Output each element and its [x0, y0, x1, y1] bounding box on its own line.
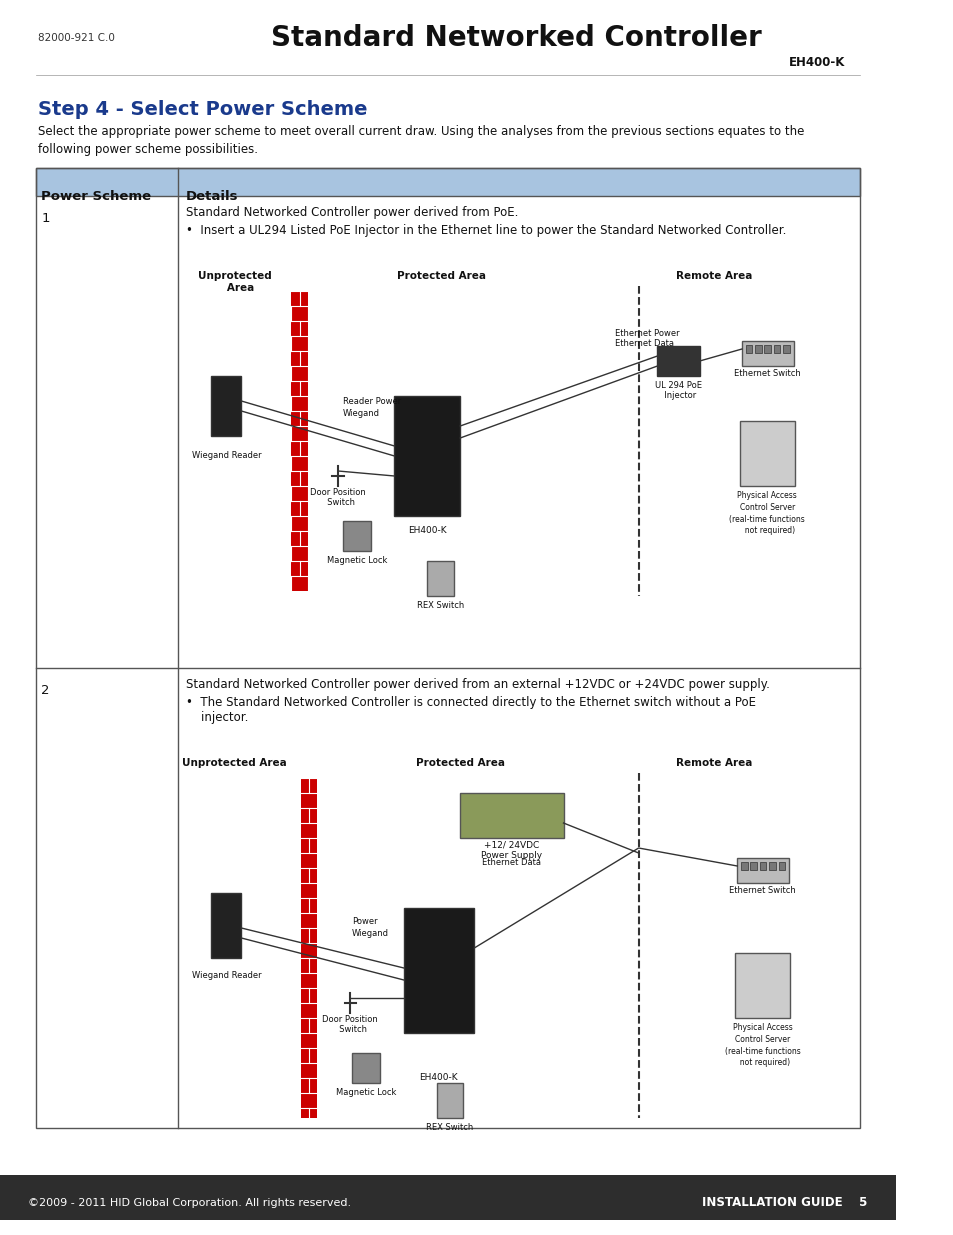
- Text: REX Switch: REX Switch: [426, 1123, 473, 1132]
- Text: Power Scheme: Power Scheme: [41, 190, 152, 203]
- Bar: [741, 341, 793, 366]
- Text: 2: 2: [41, 684, 50, 697]
- Bar: [427, 561, 453, 597]
- Bar: [773, 345, 780, 353]
- Text: Wiegand: Wiegand: [342, 410, 379, 419]
- Text: INSTALLATION GUIDE    5: INSTALLATION GUIDE 5: [701, 1197, 867, 1209]
- Bar: [35, 168, 860, 196]
- Text: Select the appropriate power scheme to meet overall current draw. Using the anal: Select the appropriate power scheme to m…: [37, 125, 803, 156]
- Bar: [768, 862, 775, 869]
- Bar: [352, 1053, 380, 1083]
- Bar: [394, 396, 459, 516]
- Bar: [740, 862, 747, 869]
- Text: •  The Standard Networked Controller is connected directly to the Ethernet switc: • The Standard Networked Controller is c…: [186, 697, 755, 724]
- Text: Physical Access
Control Server
(real-time functions
  not required): Physical Access Control Server (real-tim…: [724, 1023, 800, 1067]
- Text: Ethernet Switch: Ethernet Switch: [733, 369, 800, 378]
- Text: Protected Area: Protected Area: [416, 758, 504, 768]
- Text: Ethernet Data: Ethernet Data: [615, 340, 674, 348]
- Bar: [745, 345, 752, 353]
- Text: Unprotected
   Area: Unprotected Area: [197, 270, 272, 293]
- Text: Step 4 - Select Power Scheme: Step 4 - Select Power Scheme: [37, 100, 367, 119]
- Text: Door Position
  Switch: Door Position Switch: [310, 488, 366, 508]
- Bar: [755, 345, 760, 353]
- Bar: [737, 858, 788, 883]
- Text: Remote Area: Remote Area: [675, 270, 751, 282]
- Text: Standard Networked Controller power derived from PoE.: Standard Networked Controller power deri…: [186, 206, 517, 219]
- Text: Unprotected Area: Unprotected Area: [182, 758, 287, 768]
- Text: Wiegand Reader: Wiegand Reader: [192, 971, 261, 981]
- Text: Protected Area: Protected Area: [396, 270, 485, 282]
- Text: EH400-K: EH400-K: [419, 1073, 457, 1082]
- Text: Standard Networked Controller power derived from an external +12VDC or +24VDC po: Standard Networked Controller power deri…: [186, 678, 769, 692]
- Bar: [35, 168, 860, 196]
- Bar: [782, 345, 789, 353]
- Bar: [778, 862, 784, 869]
- Bar: [212, 375, 241, 436]
- Text: Ethernet Data: Ethernet Data: [482, 858, 540, 867]
- Text: Magnetic Lock: Magnetic Lock: [335, 1088, 396, 1097]
- Text: Power: Power: [352, 916, 377, 925]
- Text: Physical Access
Control Server
(real-time functions
  not required): Physical Access Control Server (real-tim…: [729, 492, 804, 536]
- Bar: [740, 421, 794, 487]
- Bar: [657, 346, 699, 375]
- Bar: [342, 521, 371, 551]
- Bar: [0, 1174, 895, 1220]
- Text: Ethernet Switch: Ethernet Switch: [728, 885, 795, 895]
- Bar: [300, 778, 317, 1118]
- Bar: [735, 953, 789, 1018]
- Text: Details: Details: [186, 190, 238, 203]
- Bar: [750, 862, 756, 869]
- Text: Standard Networked Controller: Standard Networked Controller: [271, 23, 761, 52]
- Bar: [436, 1083, 462, 1118]
- Text: ©2009 - 2011 HID Global Corporation. All rights reserved.: ©2009 - 2011 HID Global Corporation. All…: [29, 1198, 351, 1208]
- Text: EH400-K: EH400-K: [408, 526, 446, 535]
- Text: +12/ 24VDC
Power Supply: +12/ 24VDC Power Supply: [480, 841, 542, 861]
- Text: EH400-K: EH400-K: [788, 56, 844, 68]
- Text: Magnetic Lock: Magnetic Lock: [326, 556, 387, 564]
- Text: UL 294 PoE
  Injector: UL 294 PoE Injector: [654, 382, 700, 400]
- Text: Wiegand Reader: Wiegand Reader: [192, 451, 261, 459]
- Text: Wiegand: Wiegand: [352, 929, 389, 937]
- Text: Remote Area: Remote Area: [675, 758, 751, 768]
- Bar: [212, 893, 241, 958]
- Bar: [459, 793, 563, 839]
- Bar: [291, 291, 308, 592]
- Text: 1: 1: [41, 212, 50, 225]
- Bar: [759, 862, 765, 869]
- Text: REX Switch: REX Switch: [416, 601, 463, 610]
- Bar: [35, 168, 860, 1128]
- Text: Ethernet Power: Ethernet Power: [615, 330, 679, 338]
- Bar: [403, 908, 474, 1032]
- Text: Door Position
  Switch: Door Position Switch: [322, 1015, 377, 1035]
- Text: Reader Power: Reader Power: [342, 396, 400, 405]
- Text: •  Insert a UL294 Listed PoE Injector in the Ethernet line to power the Standard: • Insert a UL294 Listed PoE Injector in …: [186, 224, 785, 237]
- Text: 82000-921 C.0: 82000-921 C.0: [37, 33, 114, 43]
- Bar: [763, 345, 770, 353]
